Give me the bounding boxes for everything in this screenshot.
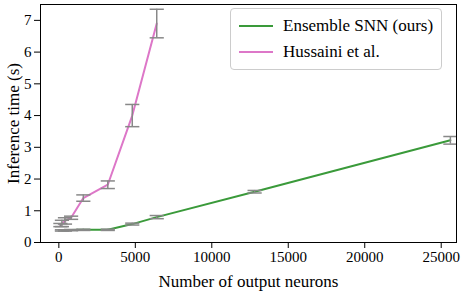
- svg-text:1: 1: [24, 203, 32, 219]
- svg-text:Inference time (s): Inference time (s): [4, 63, 23, 184]
- svg-text:7: 7: [24, 12, 32, 28]
- svg-text:5: 5: [24, 76, 32, 92]
- svg-text:25000: 25000: [422, 249, 460, 265]
- svg-text:10000: 10000: [193, 249, 231, 265]
- html-text:Ensemble SNN (ours): Ensemble SNN (ours): [283, 16, 434, 35]
- svg-text:0: 0: [55, 249, 63, 265]
- svg-text:5000: 5000: [120, 249, 150, 265]
- svg-text:Number of output neurons: Number of output neurons: [159, 272, 339, 291]
- svg-text:2: 2: [24, 171, 32, 187]
- svg-text:6: 6: [24, 44, 32, 60]
- svg-text:4: 4: [24, 107, 32, 123]
- svg-text:20000: 20000: [346, 249, 384, 265]
- svg-text:15000: 15000: [270, 249, 308, 265]
- html-text:Hussaini et al.: Hussaini et al.: [283, 42, 380, 61]
- svg-text:3: 3: [24, 139, 32, 155]
- svg-text:0: 0: [24, 234, 32, 250]
